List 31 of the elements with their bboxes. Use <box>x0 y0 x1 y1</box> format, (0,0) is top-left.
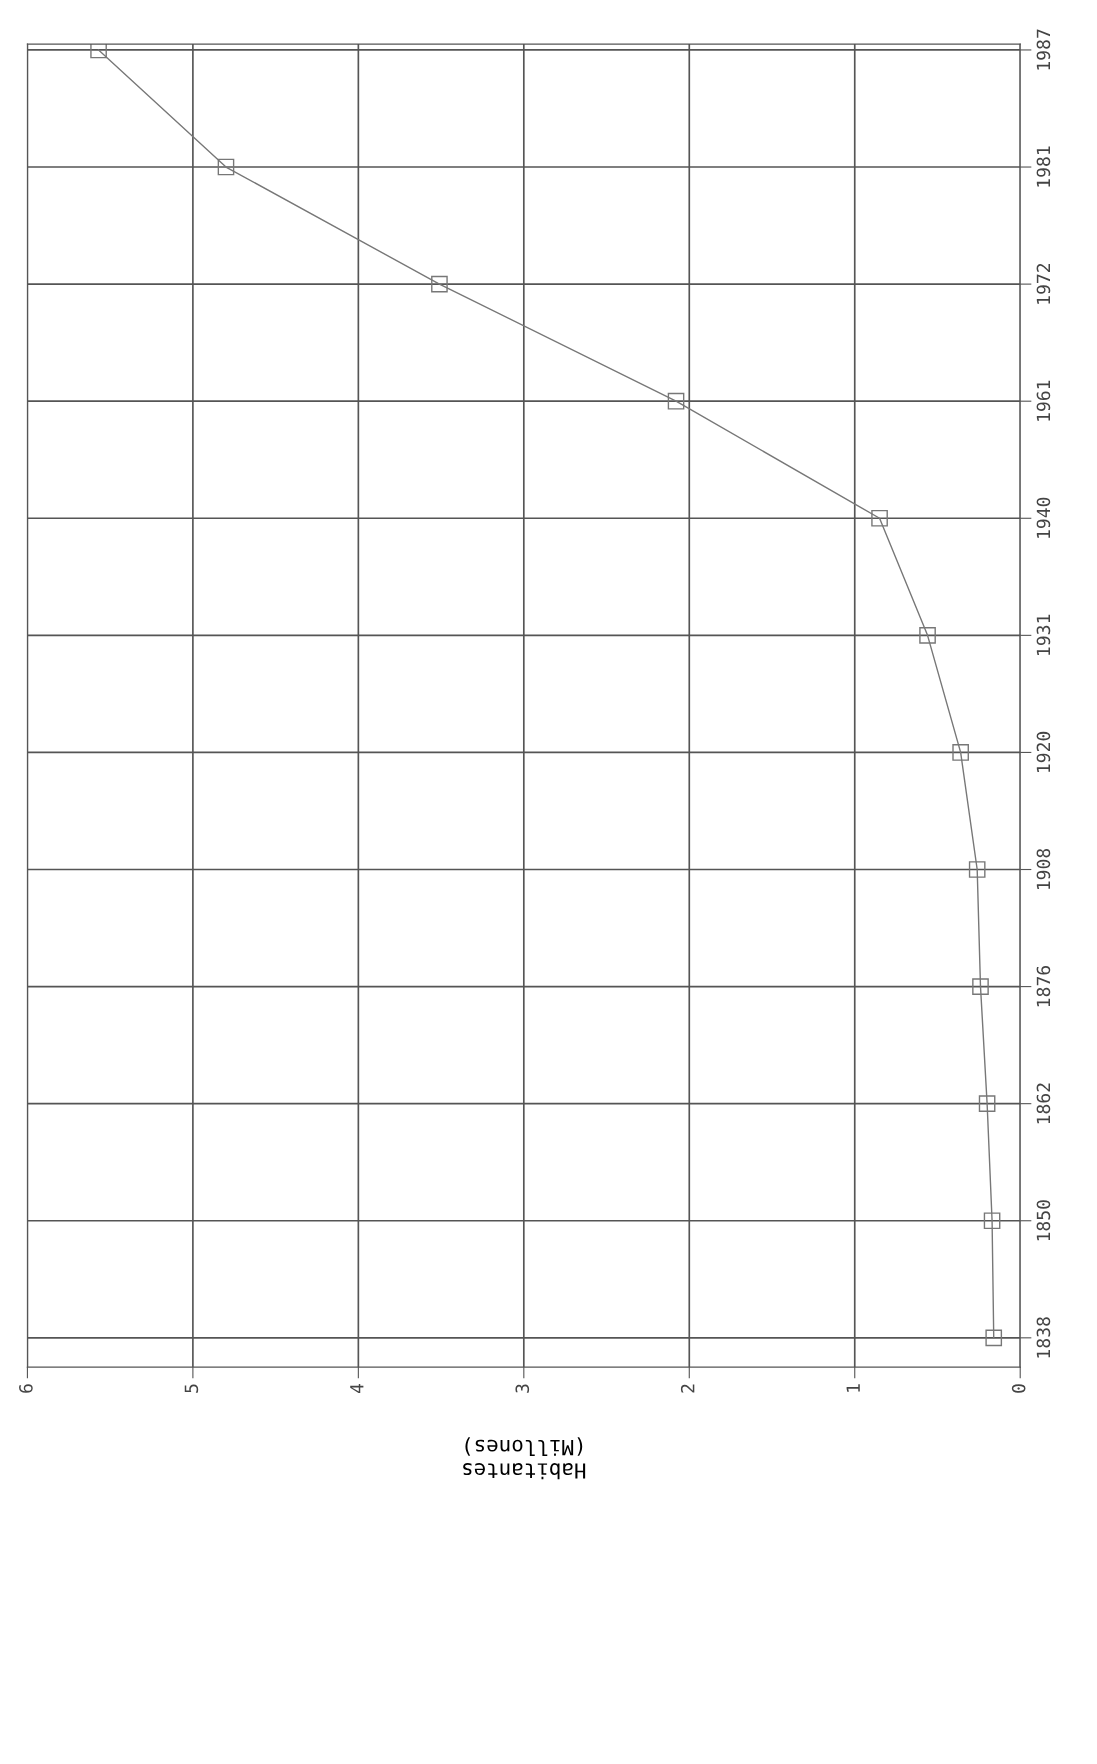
point <box>978 1095 996 1113</box>
y-tick-label: 1862 <box>1036 1083 1051 1124</box>
x-tick-label: 5 <box>184 1384 199 1393</box>
y-tick-label: 1876 <box>1036 966 1051 1007</box>
point <box>919 627 936 644</box>
x-tick-label: 2 <box>680 1384 695 1393</box>
x-tick-label: 1 <box>846 1384 860 1392</box>
x-tick-label: 4 <box>350 1383 364 1394</box>
x-tick-label: 3 <box>515 1384 530 1393</box>
y-tick-label: 1987 <box>1036 29 1051 70</box>
y-tick-label: 1931 <box>1036 614 1051 655</box>
y-tick-label: 1981 <box>1036 146 1051 187</box>
point <box>431 275 448 293</box>
point <box>667 392 685 410</box>
point <box>972 978 989 995</box>
y-tick-label: 1850 <box>1036 1200 1051 1241</box>
point <box>217 158 235 176</box>
point <box>952 744 969 761</box>
y-tick-label: 1940 <box>1036 497 1051 538</box>
x-tick-label: 6 <box>19 1384 33 1393</box>
x-axis-title: Habitantes (Millones) <box>463 1437 586 1480</box>
point <box>871 509 888 527</box>
y-tick-label: 1920 <box>1036 731 1051 772</box>
point <box>983 1212 1001 1230</box>
y-tick-label: 1838 <box>1036 1317 1051 1358</box>
point <box>985 1329 1003 1347</box>
point <box>968 861 986 878</box>
y-tick-label: 1972 <box>1036 263 1051 304</box>
y-tick-label: 1908 <box>1036 848 1051 890</box>
y-tick-label: 1961 <box>1036 380 1051 421</box>
x-tick-label: 0 <box>1011 1384 1026 1393</box>
